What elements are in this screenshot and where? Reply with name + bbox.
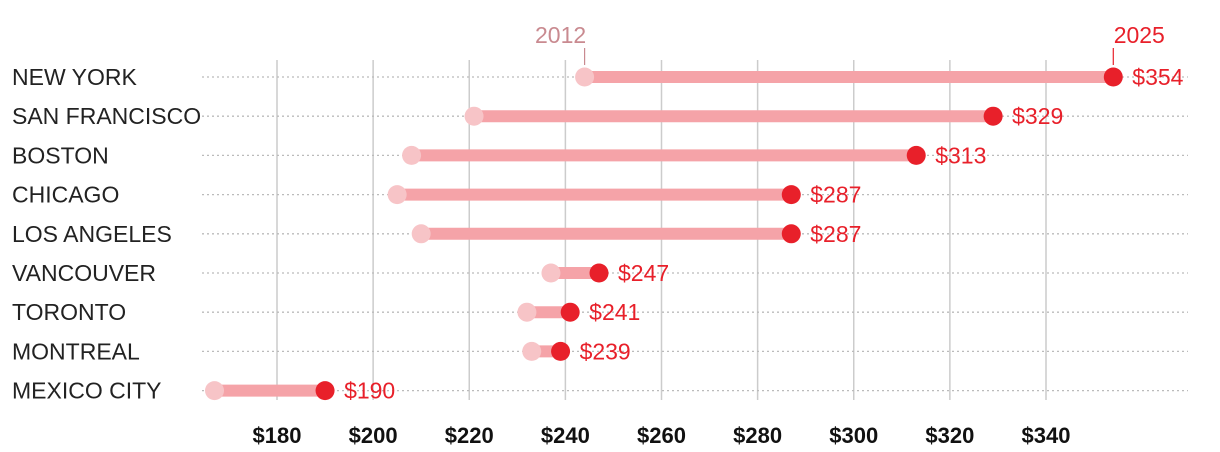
connectors bbox=[214, 71, 1114, 397]
value-label: $190 bbox=[344, 378, 395, 404]
x-tick-label: $340 bbox=[1022, 423, 1071, 448]
point-2012 bbox=[387, 185, 407, 205]
series-label-2025: 2025 bbox=[1114, 22, 1165, 48]
value-label: $239 bbox=[580, 338, 631, 364]
point-2025 bbox=[1103, 67, 1123, 87]
series-label-2012: 2012 bbox=[535, 22, 586, 48]
x-tick-label: $240 bbox=[541, 423, 590, 448]
value-label: $313 bbox=[935, 142, 986, 168]
point-2012 bbox=[464, 106, 484, 126]
point-2025 bbox=[781, 185, 801, 205]
x-tick-label: $180 bbox=[253, 423, 302, 448]
point-2012 bbox=[522, 341, 542, 361]
value-label: $354 bbox=[1132, 64, 1183, 90]
point-2012 bbox=[205, 381, 225, 401]
labels: $180 $200 $220 $240 $260 $280 $300 $320 $340 NEW … bbox=[12, 22, 1184, 448]
point-2025 bbox=[906, 145, 926, 165]
city-label: NEW YORK bbox=[12, 64, 137, 90]
value-label: $287 bbox=[810, 182, 861, 208]
x-tick-label: $280 bbox=[733, 423, 782, 448]
point-2025 bbox=[983, 106, 1003, 126]
city-label: VANCOUVER bbox=[12, 260, 156, 286]
x-tick-label: $320 bbox=[925, 423, 974, 448]
point-2025 bbox=[315, 381, 335, 401]
point-2012 bbox=[517, 302, 537, 322]
data-points bbox=[205, 67, 1123, 401]
city-label: CHICAGO bbox=[12, 182, 119, 208]
city-label: BOSTON bbox=[12, 142, 109, 168]
point-2025 bbox=[551, 341, 571, 361]
x-tick-label: $220 bbox=[445, 423, 494, 448]
value-label: $247 bbox=[618, 260, 669, 286]
point-2012 bbox=[575, 67, 595, 87]
city-label: SAN FRANCISCO bbox=[12, 103, 201, 129]
city-label: MEXICO CITY bbox=[12, 378, 162, 404]
city-label: LOS ANGELES bbox=[12, 221, 172, 247]
x-tick-label: $260 bbox=[637, 423, 686, 448]
city-label: MONTREAL bbox=[12, 338, 140, 364]
x-tick-label: $200 bbox=[349, 423, 398, 448]
point-2025 bbox=[589, 263, 609, 283]
point-2025 bbox=[560, 302, 580, 322]
value-label: $241 bbox=[589, 299, 640, 325]
value-label: $329 bbox=[1012, 103, 1063, 129]
point-2025 bbox=[781, 224, 801, 244]
point-2012 bbox=[541, 263, 561, 283]
point-2012 bbox=[411, 224, 431, 244]
x-tick-label: $300 bbox=[829, 423, 878, 448]
value-label: $287 bbox=[810, 221, 861, 247]
city-label: TORONTO bbox=[12, 299, 126, 325]
point-2012 bbox=[402, 145, 422, 165]
